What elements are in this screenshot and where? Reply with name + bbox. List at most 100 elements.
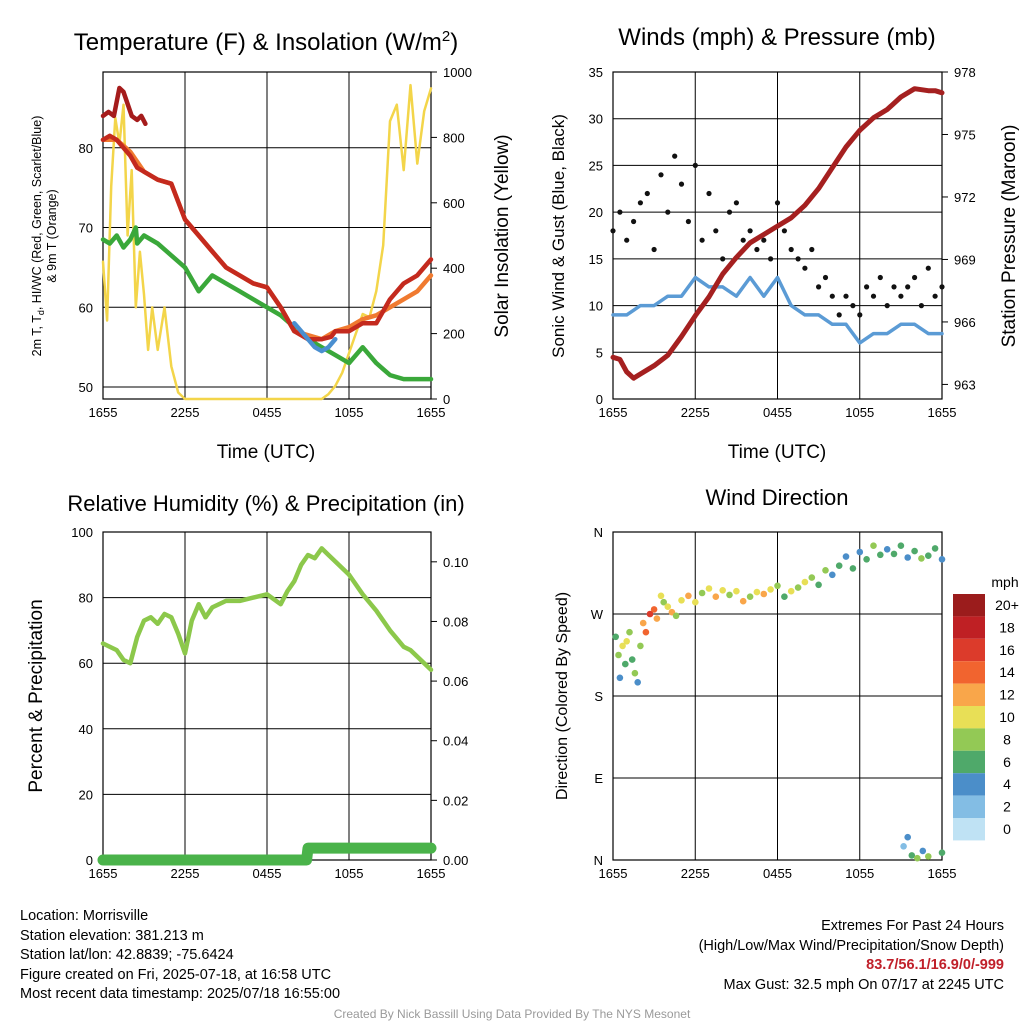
dir-point <box>615 651 622 659</box>
figure-created: Figure created on Fri, 2025-07-18, at 16… <box>20 966 332 983</box>
rh-y-axis-label: Percent & Precipitation <box>26 599 47 792</box>
wind-gust-point <box>857 312 863 318</box>
legend-label: 14 <box>999 664 1015 680</box>
dir-point <box>719 587 726 594</box>
wind-x-tick-label: 1655 <box>928 405 957 420</box>
dir-point <box>733 587 740 595</box>
dir-point <box>919 847 927 855</box>
wind-gust-point <box>788 246 794 253</box>
wind-y-tick-label: 25 <box>589 158 603 173</box>
legend-swatch <box>953 661 985 684</box>
legend-label: 8 <box>1003 731 1011 747</box>
speed-legend: mph 20+ 18 16 14 12 10 8 6 4 2 0 <box>953 574 1019 841</box>
rh-x-tick-label: 1655 <box>417 866 446 881</box>
wind-gust-point <box>905 284 911 290</box>
dir-point <box>883 546 891 553</box>
recent-data-timestamp: Most recent data timestamp: 2025/07/18 1… <box>20 986 341 1003</box>
dir-point <box>914 854 921 862</box>
wind-y-tick-label: 5 <box>596 345 603 360</box>
dir-point <box>698 589 706 597</box>
wind-plot-frame <box>612 71 943 400</box>
rh-right-tick-label: 0.08 <box>443 614 468 629</box>
dir-point <box>619 642 626 650</box>
wind-y-tick-label: 30 <box>589 112 603 127</box>
wind-gust-point <box>864 284 870 290</box>
dir-point <box>856 548 864 556</box>
dir-point <box>760 590 768 598</box>
temp-right-tick-label: 200 <box>443 327 465 342</box>
dir-point <box>787 587 795 595</box>
wind-gust-point <box>699 237 705 243</box>
station-info: Location: Morrisville Station elevation:… <box>20 907 340 1005</box>
dir-point <box>829 571 836 579</box>
dir-y-tick-label: E <box>594 771 603 786</box>
dir-point <box>678 597 685 604</box>
dir-point <box>781 593 788 600</box>
dir-point <box>634 679 641 686</box>
dir-point <box>637 642 644 650</box>
wind-x-axis-label: Time (UTC) <box>728 442 827 463</box>
dir-point <box>863 556 870 563</box>
legend-swatch <box>953 616 985 639</box>
legend-label: 0 <box>1003 821 1011 837</box>
wind-gust-point <box>850 303 856 309</box>
wind-gust-point <box>692 162 698 168</box>
temp-y-tick-label: 50 <box>79 380 93 395</box>
rh-title: Relative Humidity (%) & Precipitation (i… <box>67 491 464 516</box>
legend-label: 18 <box>999 619 1015 635</box>
wind-gust-point <box>932 293 938 299</box>
wind-gust-point <box>870 293 877 299</box>
dir-point <box>877 551 884 559</box>
temp-right-tick-label: 400 <box>443 261 465 276</box>
rh-right-tick-label: 0.04 <box>443 734 468 749</box>
rh-y-tick-label: 20 <box>79 787 93 802</box>
wind-y-tick-label: 0 <box>596 392 603 407</box>
temp-x-tick-label: 1655 <box>417 405 446 420</box>
dir-point <box>622 660 629 668</box>
wind-gust-point <box>781 228 788 234</box>
wind-gust-point <box>884 303 890 309</box>
wind-title: Winds (mph) & Pressure (mb) <box>618 24 935 51</box>
wind-gust-point <box>891 284 897 290</box>
wind-gust-point <box>939 284 945 290</box>
temp-x-tick-label: 1655 <box>89 405 118 420</box>
temp-y-axis-label-line2: & 9m T (Orange) <box>45 189 59 282</box>
rh-x-tick-label: 1055 <box>335 866 364 881</box>
dir-point <box>890 550 898 558</box>
wind-x-tick-label: 2255 <box>681 405 710 420</box>
dir-point <box>753 588 761 596</box>
wind-gust-point <box>658 172 664 178</box>
dir-point <box>712 593 720 600</box>
temp-series-blue <box>292 320 338 354</box>
wind-right-tick-label: 969 <box>954 252 976 267</box>
dir-point <box>794 584 802 591</box>
dir-x-tick-label: 1655 <box>928 866 957 881</box>
wind-gust-point <box>672 153 678 159</box>
wind-gust-point <box>706 190 712 197</box>
legend-swatch <box>953 683 985 706</box>
temp-x-tick-label: 0455 <box>253 405 282 420</box>
dir-y-tick-label: N <box>594 853 603 868</box>
wind-gust-point <box>678 181 685 187</box>
temp-right-tick-label: 1000 <box>443 65 472 80</box>
legend-swatch <box>953 594 985 617</box>
wind-right-axis-label: Station Pressure (Maroon) <box>999 125 1020 348</box>
wind-gust-point <box>644 190 650 197</box>
station-elevation: Station elevation: 381.213 m <box>20 927 204 944</box>
dir-point <box>938 556 946 563</box>
dir-point <box>801 578 809 586</box>
wind-gust-point <box>631 218 637 225</box>
credit-line: Created By Nick Bassill Using Data Provi… <box>333 1007 691 1021</box>
wind-y-tick-label: 15 <box>589 252 603 267</box>
wind-gust-point <box>720 256 726 262</box>
dir-title: Wind Direction <box>705 485 848 510</box>
dir-point <box>808 574 816 581</box>
temp-y-tick-label: 80 <box>79 141 93 156</box>
wind-gust-point <box>747 228 753 234</box>
rh-y-tick-label: 40 <box>79 722 93 737</box>
dir-point <box>767 586 774 593</box>
dir-point <box>849 565 857 572</box>
wind-gust-point <box>726 209 733 215</box>
dir-point <box>726 591 733 599</box>
temp-y-tick-label: 70 <box>79 221 93 236</box>
